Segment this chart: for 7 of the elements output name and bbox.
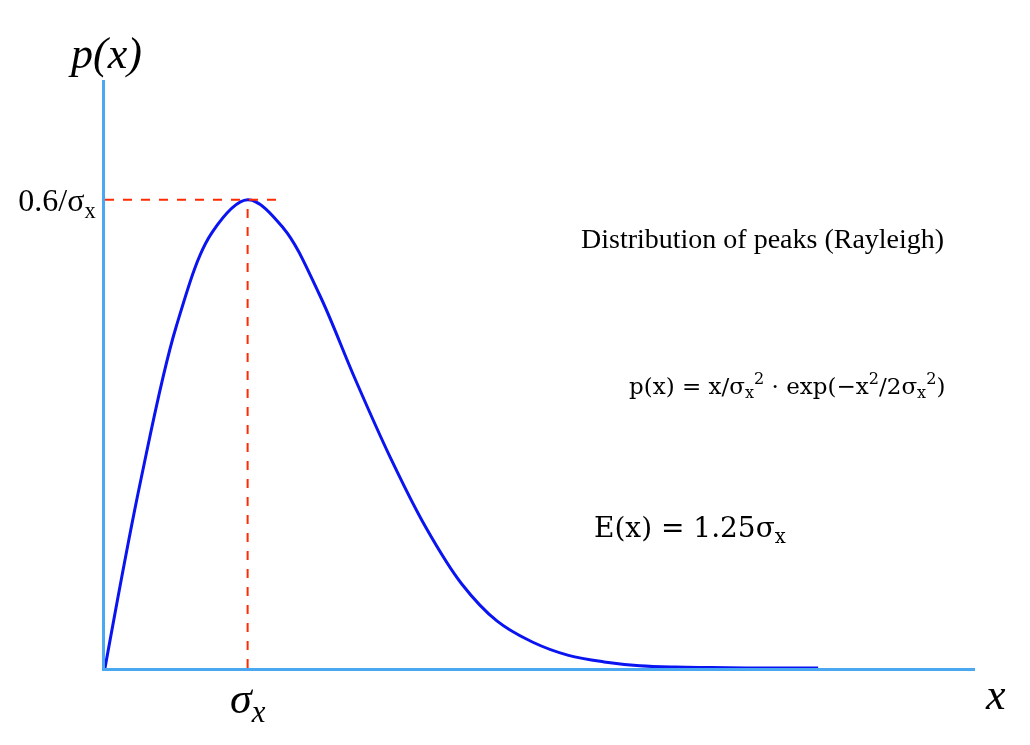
y-axis-title: p(x) xyxy=(68,29,142,78)
text: p(x) = x/σ$_{x}$$^{2}$ · exp(−x$^{2}$/2σ$_{x}$$^{2}$) xyxy=(629,369,946,403)
ref-line-label: 0.6/σ$_{x}$ xyxy=(18,182,96,223)
x-axis-title: x xyxy=(985,670,1006,719)
annotation: E(x) = 1.25σ$_{x}$ xyxy=(594,511,786,548)
annotation: Distribution of peaks (Rayleigh) xyxy=(581,223,945,254)
text: σ$_{x}$ xyxy=(230,674,266,730)
